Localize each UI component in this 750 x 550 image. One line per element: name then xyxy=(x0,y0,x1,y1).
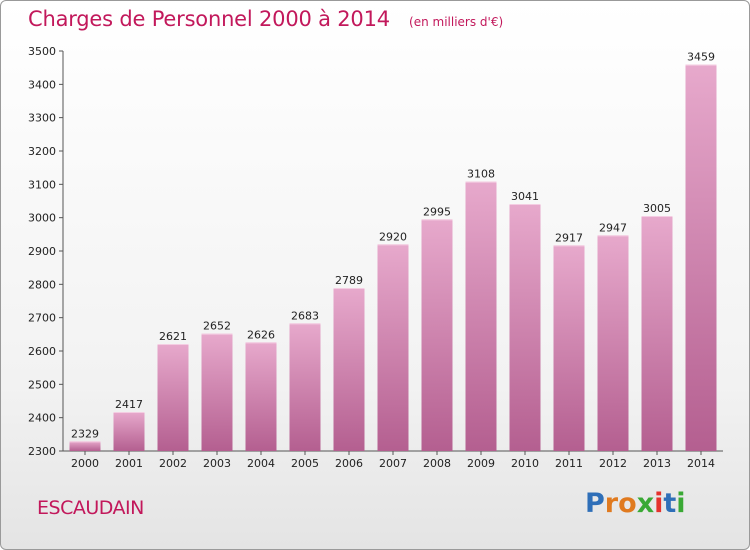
logo-letter: i xyxy=(654,488,663,519)
x-tick-label: 2007 xyxy=(379,457,407,470)
data-label: 3108 xyxy=(467,168,495,181)
x-tick-label: 2006 xyxy=(335,457,363,470)
chart-frame: Charges de Personnel 2000 à 2014 (en mil… xyxy=(0,0,750,550)
x-tick-label: 2001 xyxy=(115,457,143,470)
data-label: 2917 xyxy=(555,231,583,244)
bar xyxy=(598,235,629,451)
data-label: 2626 xyxy=(247,328,275,341)
data-label: 2329 xyxy=(71,427,99,440)
bar xyxy=(686,65,717,451)
x-tick-label: 2011 xyxy=(555,457,583,470)
data-label: 3041 xyxy=(511,190,539,203)
y-tick-label: 3300 xyxy=(28,112,56,125)
y-tick-label: 3200 xyxy=(28,145,56,158)
data-label: 2947 xyxy=(599,221,627,234)
y-tick-label: 2700 xyxy=(28,312,56,325)
y-tick-label: 3500 xyxy=(28,45,56,58)
y-tick-label: 2300 xyxy=(28,445,56,458)
x-tick-label: 2004 xyxy=(247,457,275,470)
x-tick-label: 2013 xyxy=(643,457,671,470)
data-label: 2652 xyxy=(203,320,231,333)
data-label: 2621 xyxy=(159,330,187,343)
bar xyxy=(334,288,365,451)
y-tick-label: 2400 xyxy=(28,412,56,425)
bar xyxy=(510,204,541,451)
bar xyxy=(554,245,585,451)
data-label: 3459 xyxy=(687,51,715,64)
x-tick-label: 2000 xyxy=(71,457,99,470)
bar xyxy=(70,441,101,451)
x-tick-label: 2003 xyxy=(203,457,231,470)
y-tick-label: 3000 xyxy=(28,212,56,225)
logo-letter: r xyxy=(605,488,618,519)
bar xyxy=(378,244,409,451)
logo-letter: i xyxy=(676,488,685,519)
bar xyxy=(158,344,189,451)
bar xyxy=(290,323,321,451)
y-tick-label: 3100 xyxy=(28,178,56,191)
logo-letter: o xyxy=(618,488,637,519)
data-label: 2995 xyxy=(423,205,451,218)
x-tick-label: 2008 xyxy=(423,457,451,470)
y-tick-label: 3400 xyxy=(28,78,56,91)
bars-group xyxy=(70,65,717,451)
logo-letter: P xyxy=(585,488,605,519)
y-tick-label: 2600 xyxy=(28,345,56,358)
logo-letter: x xyxy=(637,488,654,519)
commune-name: ESCAUDAIN xyxy=(37,497,144,519)
x-tick-label: 2014 xyxy=(687,457,715,470)
x-tick-label: 2012 xyxy=(599,457,627,470)
y-tick-label: 2900 xyxy=(28,245,56,258)
x-tick-label: 2005 xyxy=(291,457,319,470)
y-tick-label: 2500 xyxy=(28,378,56,391)
bar xyxy=(114,412,145,451)
data-label: 2417 xyxy=(115,398,143,411)
x-tick-label: 2002 xyxy=(159,457,187,470)
x-tick-label: 2009 xyxy=(467,457,495,470)
logo-letter: t xyxy=(663,488,676,519)
x-tick-label: 2010 xyxy=(511,457,539,470)
y-tick-label: 2800 xyxy=(28,278,56,291)
bar xyxy=(642,216,673,451)
bar xyxy=(466,182,497,451)
bar xyxy=(422,219,453,451)
bar xyxy=(202,334,233,451)
bar xyxy=(246,342,277,451)
data-label: 2683 xyxy=(291,309,319,322)
proxiti-logo[interactable]: Proxiti xyxy=(585,488,686,519)
data-label: 3005 xyxy=(643,202,671,215)
data-label: 2789 xyxy=(335,274,363,287)
bar-chart: 2300 2400 2500 2600 2700 2800 2900 3000 3100 3200… xyxy=(1,1,750,550)
data-label: 2920 xyxy=(379,230,407,243)
